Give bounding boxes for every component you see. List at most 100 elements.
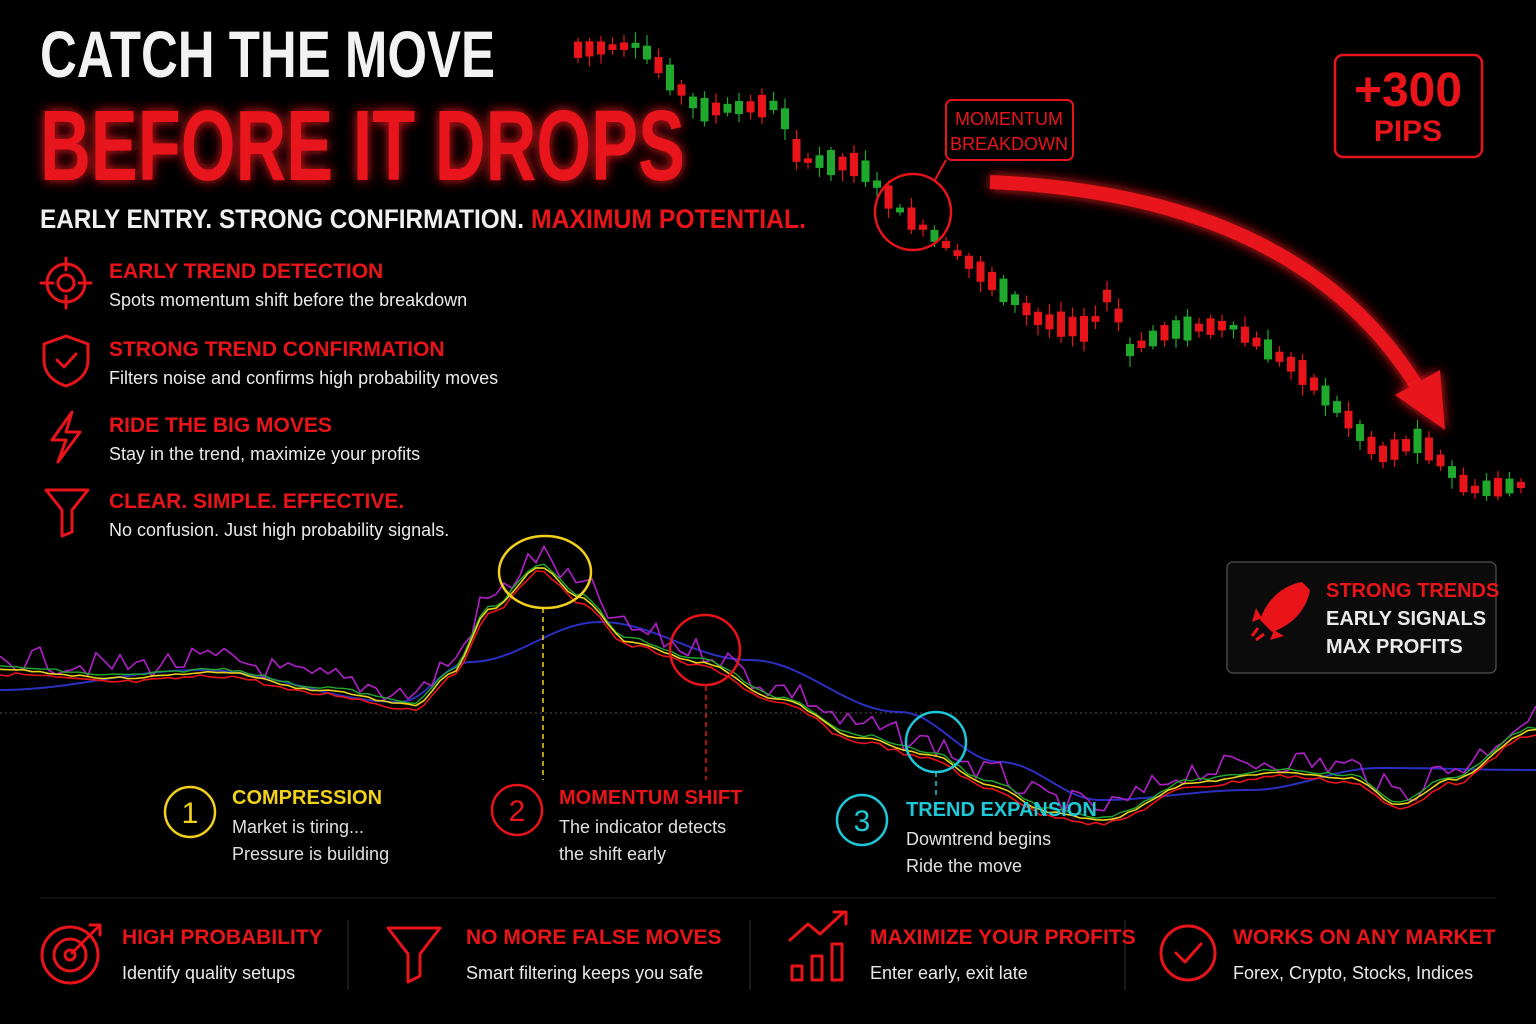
feature-title: CLEAR. SIMPLE. EFFECTIVE. — [109, 490, 404, 513]
title: BEFORE IT DROPS — [40, 90, 685, 202]
candle-body — [666, 64, 674, 91]
candle-body — [1080, 315, 1088, 342]
candle-body — [700, 97, 709, 122]
candle-body — [1425, 437, 1433, 461]
icon-rocket — [1250, 582, 1310, 642]
candle-body — [861, 160, 870, 182]
candle-body — [1379, 445, 1387, 463]
candle-body — [1195, 323, 1203, 332]
benefits: HIGH PROBABILITY Identify quality setups N… — [122, 926, 1496, 983]
icon-check — [1159, 924, 1217, 982]
stage-title: COMPRESSION — [232, 787, 382, 809]
badge-unit: PIPS — [1374, 115, 1442, 148]
candle-body — [1275, 351, 1284, 362]
arrow — [989, 175, 1432, 404]
candle-body — [1413, 428, 1422, 454]
candle-body — [597, 41, 605, 55]
candle-body — [1494, 477, 1502, 497]
candle-body — [1091, 316, 1100, 322]
candle-body — [735, 101, 743, 115]
icon-funnel — [386, 926, 442, 984]
benefit-text: Identify quality setups — [122, 963, 295, 983]
candle-body — [1011, 294, 1019, 306]
candle-body — [723, 103, 732, 113]
icon-funnel — [44, 488, 90, 538]
candle-body — [1034, 311, 1042, 326]
candle-body — [620, 42, 628, 50]
candle-body — [608, 44, 617, 50]
feature-text: Stay in the trend, maximize your profits — [109, 444, 420, 464]
candle-body — [884, 185, 893, 209]
candle-body — [631, 42, 640, 48]
benefit-title: WORKS ON ANY MARKET — [1233, 926, 1496, 949]
candle-body — [1137, 340, 1146, 348]
candle-body — [1068, 316, 1077, 337]
candle-body — [1022, 302, 1031, 316]
candle-body — [1149, 330, 1157, 347]
candle-body — [1482, 480, 1491, 497]
candle-body — [1390, 439, 1399, 460]
candle-body — [1436, 454, 1445, 467]
candle-body — [1206, 318, 1215, 335]
candle-body — [999, 278, 1008, 303]
candle-body — [976, 261, 985, 282]
icon-shield — [42, 334, 90, 388]
candle-body — [1241, 326, 1249, 343]
candle-body — [988, 271, 996, 291]
candle-body — [677, 84, 686, 96]
candle-body — [1310, 377, 1318, 391]
icon-growth — [788, 910, 848, 982]
candle-body — [896, 207, 904, 213]
candle-body — [1103, 289, 1111, 303]
annotation-box — [945, 99, 1074, 161]
benefit-text: Forex, Crypto, Stocks, Indices — [1233, 963, 1473, 983]
highlight-circle — [668, 613, 742, 687]
indicator — [0, 544, 1536, 826]
candle-body — [1172, 320, 1180, 339]
candle-body — [1252, 337, 1261, 347]
candle-body — [1517, 481, 1525, 489]
candle-body — [1160, 325, 1169, 341]
stage-text: The indicator detects — [559, 817, 726, 837]
stage-circle — [490, 783, 544, 837]
candle-body — [1057, 311, 1065, 337]
benefit-title: MAXIMIZE YOUR PROFITS — [870, 926, 1136, 949]
icon-bolt — [50, 410, 82, 464]
candle-body — [827, 150, 835, 176]
stage-number: 2 — [509, 795, 526, 828]
candle-body — [758, 94, 766, 118]
candle-body — [643, 45, 651, 60]
candle-body — [1344, 410, 1353, 429]
stage-text: Pressure is building — [232, 844, 389, 864]
candle-body — [1367, 436, 1376, 455]
candle-body — [815, 155, 824, 168]
candle-body — [654, 56, 663, 74]
benefit-text: Enter early, exit late — [870, 963, 1028, 983]
candle-body — [689, 96, 697, 109]
candle-body — [746, 101, 755, 113]
feature-text: Filters noise and confirms high probabil… — [109, 368, 498, 388]
candle-body — [850, 152, 858, 177]
candle-body — [907, 207, 916, 230]
candle-body — [873, 180, 881, 188]
icon-target — [39, 256, 93, 310]
stage-circle — [163, 785, 217, 839]
candle-body — [1321, 385, 1330, 406]
candle-body — [838, 156, 847, 171]
candle-body — [1126, 343, 1134, 357]
stage-text: the shift early — [559, 844, 666, 864]
candle-body — [804, 158, 812, 163]
promo-line: STRONG TRENDS — [1326, 580, 1499, 602]
stage-number: 1 — [182, 797, 199, 830]
candle-body — [712, 102, 720, 116]
badge-box — [1333, 53, 1484, 159]
feature-title: EARLY TREND DETECTION — [109, 260, 383, 283]
candle-body — [919, 224, 927, 230]
stage-title: TREND EXPANSION — [906, 799, 1097, 821]
candle-body — [792, 138, 801, 162]
benefit-title: HIGH PROBABILITY — [122, 926, 323, 949]
candle-body — [965, 255, 973, 269]
candle-body — [1287, 356, 1295, 372]
benefit-text: Smart filtering keeps you safe — [466, 963, 703, 983]
